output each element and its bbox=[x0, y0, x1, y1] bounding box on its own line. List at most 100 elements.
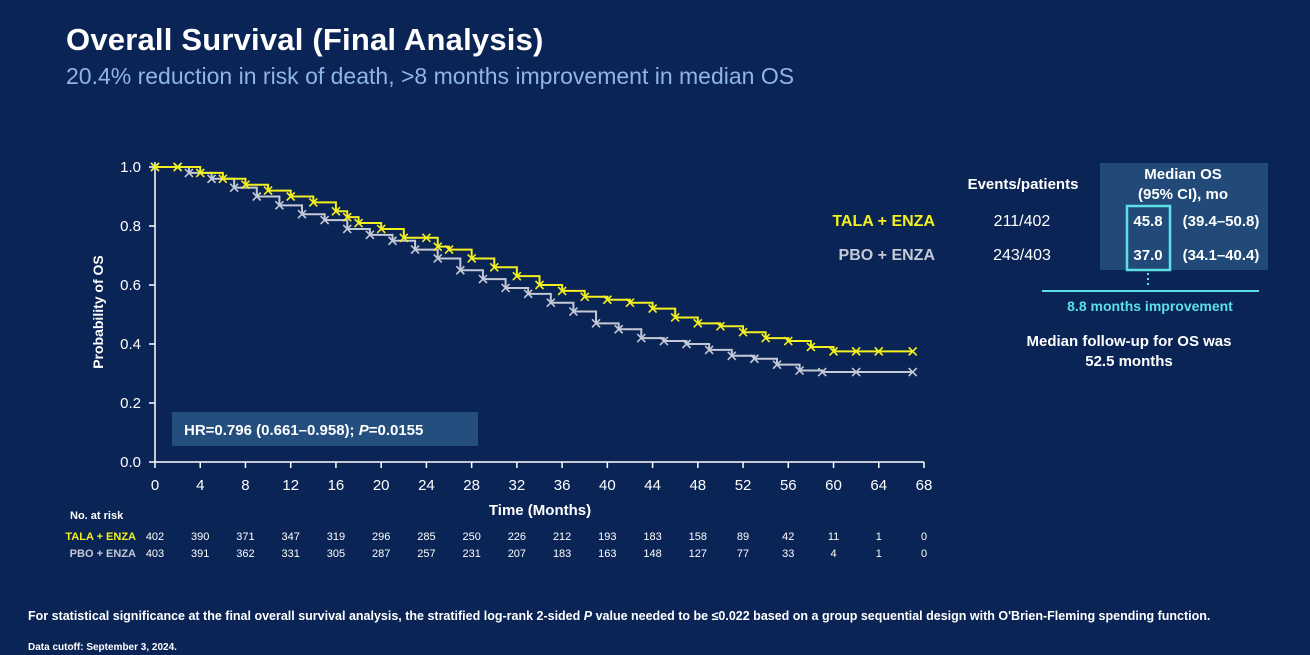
y-axis-label: Probability of OS bbox=[90, 255, 106, 369]
risk-value: 183 bbox=[553, 548, 571, 560]
censor-mark bbox=[184, 168, 194, 178]
risk-value: 11 bbox=[828, 531, 839, 543]
censor-mark bbox=[580, 292, 590, 302]
censor-mark bbox=[195, 168, 205, 178]
x-axis-label: Time (Months) bbox=[489, 502, 591, 519]
followup-line2: 52.5 months bbox=[1085, 353, 1173, 370]
risk-value: 89 bbox=[737, 531, 749, 543]
censor-mark bbox=[467, 253, 477, 264]
risk-value: 148 bbox=[643, 548, 661, 560]
censor-mark bbox=[410, 245, 420, 255]
x-tick-label: 24 bbox=[418, 477, 435, 494]
hr-text: HR=0.796 (0.661–0.958); P=0.0155 bbox=[184, 422, 423, 439]
censor-mark bbox=[908, 346, 918, 356]
risk-value: 305 bbox=[327, 548, 345, 560]
x-tick-label: 68 bbox=[916, 477, 933, 494]
censor-mark bbox=[817, 367, 827, 377]
x-tick-label: 8 bbox=[241, 477, 249, 494]
risk-value: 319 bbox=[327, 531, 345, 543]
censor-mark bbox=[297, 209, 307, 219]
summary-label-pbo: PBO + ENZA bbox=[839, 247, 936, 264]
censor-mark bbox=[308, 197, 318, 207]
risk-value: 362 bbox=[236, 548, 254, 560]
improvement-text: 8.8 months improvement bbox=[1067, 298, 1233, 314]
x-tick-label: 40 bbox=[599, 477, 616, 494]
summary-events-pbo: 243/403 bbox=[993, 247, 1051, 264]
censor-mark bbox=[772, 360, 782, 370]
risk-value: 207 bbox=[508, 548, 526, 560]
y-tick-label: 0.0 bbox=[120, 454, 141, 471]
x-tick-label: 64 bbox=[870, 477, 887, 494]
censor-mark bbox=[433, 253, 443, 264]
censor-mark bbox=[173, 162, 183, 172]
hr-box bbox=[172, 412, 478, 446]
x-tick-label: 12 bbox=[282, 477, 299, 494]
censor-mark bbox=[704, 345, 714, 355]
censor-mark bbox=[320, 215, 330, 225]
censor-mark bbox=[150, 162, 160, 172]
censor-mark bbox=[851, 367, 861, 377]
censor-mark bbox=[828, 346, 839, 356]
censor-mark bbox=[546, 298, 556, 308]
censor-mark bbox=[806, 342, 816, 352]
censor-mark bbox=[433, 242, 443, 252]
x-tick-label: 36 bbox=[554, 477, 571, 494]
risk-value: 402 bbox=[146, 531, 164, 543]
summary-median-pbo: 37.0 bbox=[1133, 247, 1162, 264]
censor-mark bbox=[421, 233, 431, 243]
summary-median-tala: 45.8 bbox=[1133, 213, 1162, 230]
x-tick-label: 4 bbox=[196, 477, 204, 494]
censor-mark bbox=[376, 224, 386, 234]
risk-value: 285 bbox=[417, 531, 435, 543]
y-tick-label: 0.8 bbox=[120, 218, 141, 235]
censor-mark bbox=[229, 183, 239, 193]
risk-value: 77 bbox=[737, 548, 749, 560]
data-cutoff: Data cutoff: September 3, 2024. bbox=[28, 642, 177, 653]
risk-value: 287 bbox=[372, 548, 390, 560]
risk-value: 42 bbox=[782, 531, 794, 543]
risk-value: 183 bbox=[643, 531, 661, 543]
risk-value: 257 bbox=[417, 548, 435, 560]
slide-subtitle: 20.4% reduction in risk of death, >8 mon… bbox=[66, 63, 795, 89]
risk-value: 347 bbox=[282, 531, 300, 543]
risk-value: 163 bbox=[598, 548, 616, 560]
risk-value: 212 bbox=[553, 531, 571, 543]
censor-mark bbox=[625, 298, 635, 308]
risk-value: 193 bbox=[598, 531, 616, 543]
risk-value: 371 bbox=[236, 531, 254, 543]
risk-value: 231 bbox=[462, 548, 480, 560]
x-tick-label: 20 bbox=[373, 477, 390, 494]
risk-value: 1 bbox=[876, 531, 882, 543]
x-tick-label: 32 bbox=[509, 477, 526, 494]
y-tick-label: 0.4 bbox=[120, 336, 141, 353]
censor-mark bbox=[331, 206, 341, 216]
censor-mark bbox=[478, 274, 488, 284]
censor-mark bbox=[240, 180, 251, 190]
censor-mark bbox=[783, 336, 793, 346]
censor-mark bbox=[568, 306, 578, 317]
censor-mark bbox=[851, 346, 861, 356]
risk-table-title: No. at risk bbox=[70, 510, 124, 522]
censor-mark bbox=[681, 339, 692, 349]
censor-mark bbox=[602, 295, 612, 305]
risk-value: 0 bbox=[921, 531, 927, 543]
risk-value: 250 bbox=[462, 531, 480, 543]
x-tick-label: 28 bbox=[463, 477, 480, 494]
censor-mark bbox=[648, 304, 658, 314]
censor-mark bbox=[353, 218, 364, 228]
censor-mark bbox=[512, 271, 522, 281]
censor-mark bbox=[738, 327, 748, 337]
censor-mark bbox=[342, 212, 352, 222]
x-tick-label: 16 bbox=[328, 477, 345, 494]
censor-mark bbox=[557, 286, 567, 296]
x-tick-label: 56 bbox=[780, 477, 797, 494]
censor-mark bbox=[286, 191, 296, 202]
risk-value: 1 bbox=[876, 548, 882, 560]
slide-title: Overall Survival (Final Analysis) bbox=[66, 22, 544, 57]
summary-ci-tala: (39.4–50.8) bbox=[1183, 213, 1260, 230]
censor-mark bbox=[455, 265, 465, 275]
y-tick-label: 0.2 bbox=[120, 395, 141, 412]
x-tick-label: 44 bbox=[644, 477, 661, 494]
risk-value: 296 bbox=[372, 531, 390, 543]
